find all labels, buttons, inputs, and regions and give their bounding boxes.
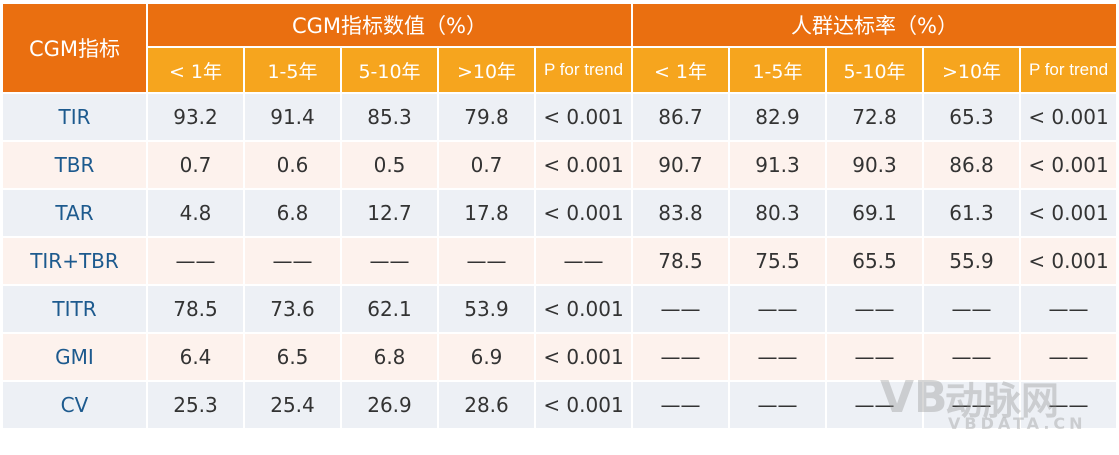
- table-row: CV 25.3 25.4 26.9 28.6 < 0.001 —— —— —— —— ——: [1, 380, 1118, 430]
- column-header: 1-5年: [243, 46, 342, 94]
- row-label: TIR: [1, 92, 148, 142]
- cell: ——: [340, 236, 439, 286]
- table-row: GMI 6.4 6.5 6.8 6.9 < 0.001 —— —— —— —— ——: [1, 332, 1118, 382]
- cell: < 0.001: [1019, 140, 1118, 190]
- cell: 90.3: [825, 140, 924, 190]
- cell: 0.6: [243, 140, 342, 190]
- column-header: >10年: [437, 46, 536, 94]
- cell: ——: [922, 284, 1021, 334]
- cell: ——: [825, 284, 924, 334]
- cell: 83.8: [631, 188, 730, 238]
- cell: 78.5: [146, 284, 245, 334]
- cell: 12.7: [340, 188, 439, 238]
- cell: 25.4: [243, 380, 342, 430]
- cell: ——: [922, 332, 1021, 382]
- cell: 55.9: [922, 236, 1021, 286]
- row-label: TIR+TBR: [1, 236, 148, 286]
- cell: 91.4: [243, 92, 342, 142]
- cell: 6.5: [243, 332, 342, 382]
- cell: 0.5: [340, 140, 439, 190]
- cell: 6.8: [340, 332, 439, 382]
- column-header: P for trend: [534, 46, 633, 94]
- cell: ——: [631, 284, 730, 334]
- cell: 6.8: [243, 188, 342, 238]
- cell: < 0.001: [534, 140, 633, 190]
- cell: 80.3: [728, 188, 827, 238]
- column-header: < 1年: [631, 46, 730, 94]
- cell: 90.7: [631, 140, 730, 190]
- cell: 82.9: [728, 92, 827, 142]
- cell: 6.4: [146, 332, 245, 382]
- group-header: CGM指标数值（%）: [146, 2, 633, 48]
- cell: < 0.001: [534, 284, 633, 334]
- column-header: 5-10年: [340, 46, 439, 94]
- table-row: TIR 93.2 91.4 85.3 79.8 < 0.001 86.7 82.9 72.8 65…: [1, 92, 1118, 142]
- table-row: TIR+TBR —— —— —— —— —— 78.5 75.5 65.5 55.9 < 0.001: [1, 236, 1118, 286]
- cell: ——: [146, 236, 245, 286]
- cell: 6.9: [437, 332, 536, 382]
- cell: 0.7: [437, 140, 536, 190]
- cell: 73.6: [243, 284, 342, 334]
- cell: 4.8: [146, 188, 245, 238]
- row-label: TITR: [1, 284, 148, 334]
- cell: ——: [1019, 332, 1118, 382]
- cell: 65.3: [922, 92, 1021, 142]
- group-header: 人群达标率（%）: [631, 2, 1118, 48]
- cell: ——: [534, 236, 633, 286]
- cell: 53.9: [437, 284, 536, 334]
- cell: 86.8: [922, 140, 1021, 190]
- table-row: TBR 0.7 0.6 0.5 0.7 < 0.001 90.7 91.3 90.3 86.8 < …: [1, 140, 1118, 190]
- column-header: 5-10年: [825, 46, 924, 94]
- cell: ——: [825, 332, 924, 382]
- column-header: < 1年: [146, 46, 245, 94]
- cell: ——: [243, 236, 342, 286]
- cell: ——: [631, 332, 730, 382]
- cell: < 0.001: [534, 380, 633, 430]
- cell: ——: [1019, 284, 1118, 334]
- cell: 86.7: [631, 92, 730, 142]
- cell: 93.2: [146, 92, 245, 142]
- cell: 91.3: [728, 140, 827, 190]
- cell: 0.7: [146, 140, 245, 190]
- table-row: TITR 78.5 73.6 62.1 53.9 < 0.001 —— —— —— —— ——: [1, 284, 1118, 334]
- cell: < 0.001: [534, 188, 633, 238]
- stub-header: CGM指标: [1, 2, 148, 94]
- cell: ——: [922, 380, 1021, 430]
- cell: ——: [728, 380, 827, 430]
- cell: < 0.001: [1019, 236, 1118, 286]
- cell: 79.8: [437, 92, 536, 142]
- cell: ——: [825, 380, 924, 430]
- column-header: >10年: [922, 46, 1021, 94]
- cell: 62.1: [340, 284, 439, 334]
- cell: < 0.001: [1019, 92, 1118, 142]
- data-table: CGM指标 CGM指标数值（%） 人群达标率（%） < 1年 1-5年 5-10年 >…: [1, 2, 1118, 430]
- cell: 85.3: [340, 92, 439, 142]
- row-label: TAR: [1, 188, 148, 238]
- cell: ——: [437, 236, 536, 286]
- cell: 28.6: [437, 380, 536, 430]
- cell: 72.8: [825, 92, 924, 142]
- table-row: TAR 4.8 6.8 12.7 17.8 < 0.001 83.8 80.3 69.1 61.3…: [1, 188, 1118, 238]
- cell: 78.5: [631, 236, 730, 286]
- cell: < 0.001: [1019, 188, 1118, 238]
- column-header: P for trend: [1019, 46, 1118, 94]
- column-header: 1-5年: [728, 46, 827, 94]
- cell: ——: [728, 284, 827, 334]
- cell: 65.5: [825, 236, 924, 286]
- row-label: CV: [1, 380, 148, 430]
- row-label: TBR: [1, 140, 148, 190]
- cell: ——: [631, 380, 730, 430]
- cell: 26.9: [340, 380, 439, 430]
- cell: 61.3: [922, 188, 1021, 238]
- cell: ——: [728, 332, 827, 382]
- cell: ——: [1019, 380, 1118, 430]
- cell: 75.5: [728, 236, 827, 286]
- row-label: GMI: [1, 332, 148, 382]
- cell: < 0.001: [534, 92, 633, 142]
- cell: 69.1: [825, 188, 924, 238]
- cell: 17.8: [437, 188, 536, 238]
- cell: 25.3: [146, 380, 245, 430]
- cell: < 0.001: [534, 332, 633, 382]
